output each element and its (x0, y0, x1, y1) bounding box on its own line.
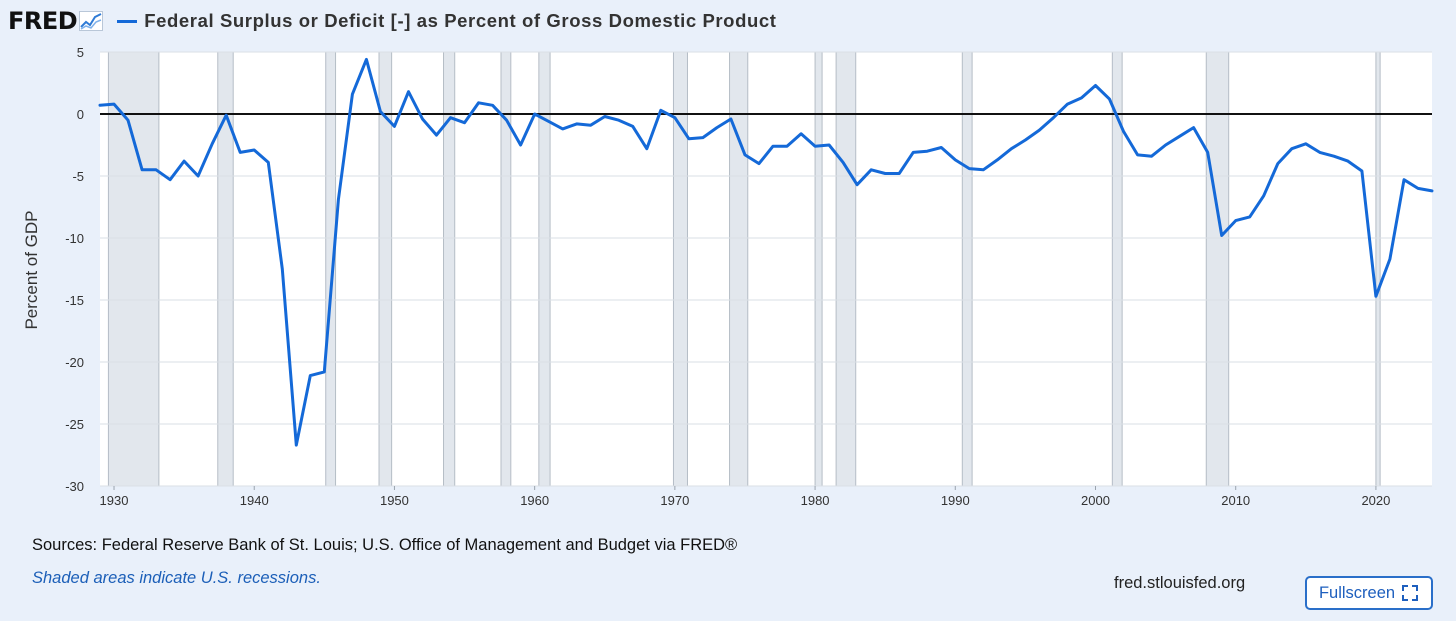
chart-area: 5 0 -5 -10 -15 -20 -25 -30 1930 1940 1950 1960 1970… (22, 45, 1434, 508)
chart-header: FRED Federal Surplus or Deficit [-] as P… (8, 6, 777, 36)
x-tick-label: 1960 (520, 493, 549, 508)
x-tick-label: 1990 (941, 493, 970, 508)
y-tick-label: 0 (77, 107, 84, 122)
recession-band (815, 52, 823, 486)
expand-icon (1402, 585, 1419, 601)
x-tick-label: 1950 (380, 493, 409, 508)
recession-band (673, 52, 688, 486)
recession-band (1112, 52, 1123, 486)
recession-note: Shaded areas indicate U.S. recessions. (32, 569, 321, 587)
site-url: fred.stlouisfed.org (1114, 574, 1246, 592)
y-tick-label: -10 (65, 231, 84, 246)
recession-band (501, 52, 511, 486)
fred-logo: FRED (8, 7, 78, 35)
recession-band (1375, 52, 1381, 486)
recession-band (443, 52, 455, 486)
recession-band (1206, 52, 1229, 486)
chart-line-icon (79, 11, 104, 31)
recession-band (325, 52, 336, 486)
recession-band (108, 52, 159, 486)
x-tick-label: 2010 (1221, 493, 1250, 508)
legend-series-line (117, 19, 138, 23)
series-line (98, 57, 1434, 447)
recession-band (962, 52, 973, 486)
y-axis-label: Percent of GDP (22, 210, 41, 329)
recession-band (379, 52, 392, 486)
recession-band (729, 52, 748, 486)
y-tick-label: -15 (65, 293, 84, 308)
x-tick-label: 2020 (1361, 493, 1390, 508)
chart-title: Federal Surplus or Deficit [-] as Percen… (144, 10, 777, 31)
x-tick-label: 1970 (660, 493, 689, 508)
y-tick-label: -20 (65, 355, 84, 370)
y-tick-label: 5 (77, 45, 84, 60)
y-tick-label: -25 (65, 417, 84, 432)
y-tick-label: -30 (65, 479, 84, 494)
recession-band (217, 52, 234, 486)
recession-band (538, 52, 551, 486)
fullscreen-label: Fullscreen (1318, 583, 1396, 602)
x-tick-label: 2000 (1081, 493, 1110, 508)
y-tick-label: -5 (72, 169, 84, 184)
x-tick-label: 1980 (801, 493, 830, 508)
fullscreen-button[interactable]: Fullscreen (1305, 576, 1433, 610)
source-citation: Sources: Federal Reserve Bank of St. Lou… (32, 536, 738, 554)
recession-band (836, 52, 856, 486)
x-tick-label: 1940 (240, 493, 269, 508)
x-tick-label: 1930 (100, 493, 129, 508)
